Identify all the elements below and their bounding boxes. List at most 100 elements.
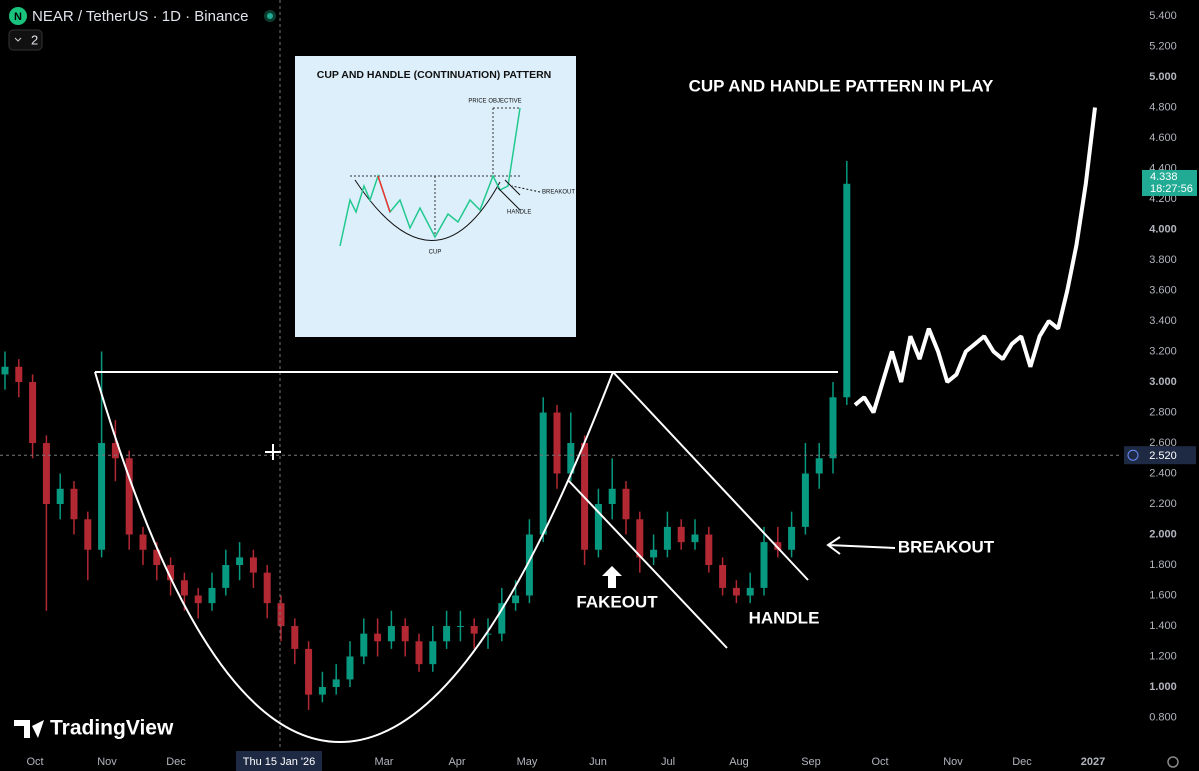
- candle-body: [153, 549, 161, 566]
- candle-body: [567, 443, 575, 474]
- handle-label: HANDLE: [749, 608, 820, 627]
- inset-breakout-label: BREAKOUT: [542, 190, 575, 196]
- candle-body: [291, 626, 299, 649]
- candle-body: [346, 656, 354, 680]
- candle-body: [125, 458, 133, 535]
- candle-body: [318, 687, 326, 695]
- badge-box[interactable]: [8, 29, 43, 51]
- candle-body: [15, 366, 23, 383]
- x-tick-label: Aug: [729, 756, 749, 768]
- y-tick-label: 1.200: [1149, 650, 1177, 662]
- symbol-title[interactable]: NEAR / TetherUS · 1D · Binance: [32, 8, 248, 25]
- inset-price-down: [377, 175, 391, 213]
- inset-cup-label: CUP: [429, 250, 442, 256]
- x-tick-label: Dec: [166, 756, 186, 768]
- x-tick-label: May: [517, 756, 538, 768]
- watermark-logo: [14, 720, 44, 738]
- y-tick-label: 2.600: [1149, 437, 1177, 449]
- candle-body: [443, 626, 451, 642]
- y-axis: 0.800 1.000 1.200 1.400 1.600 1.800 2.000 2.200…: [1124, 10, 1197, 723]
- candle-body: [815, 458, 823, 474]
- crosshair-price: 2.520: [1149, 450, 1177, 462]
- candle-body: [249, 557, 257, 573]
- y-tick-label: 1.800: [1149, 559, 1177, 571]
- candle-body: [498, 603, 506, 634]
- crosshair-price-box: [1124, 446, 1196, 465]
- candle-body: [691, 534, 699, 543]
- inset-cup: [354, 179, 501, 241]
- candle-body: [29, 382, 37, 444]
- candle-body: [70, 488, 78, 520]
- last-price: 4.338: [1150, 171, 1178, 183]
- handle-channel-bottom: [567, 479, 728, 649]
- candle-body: [594, 504, 602, 550]
- candle-body: [98, 443, 106, 550]
- candle-body: [180, 580, 188, 596]
- candle-body: [56, 488, 64, 505]
- candle-body: [111, 443, 119, 459]
- candle-body: [167, 565, 175, 581]
- candle-body: [705, 534, 713, 566]
- x-tick-label: Jul: [661, 756, 675, 768]
- candle-body: [484, 633, 492, 635]
- candle-body: [42, 443, 50, 505]
- candle-body: [222, 565, 230, 588]
- candle-body: [1, 366, 9, 375]
- cup-curve: [94, 371, 614, 744]
- candle-body: [539, 412, 547, 535]
- badge: 2: [31, 32, 38, 47]
- candle-body: [374, 633, 382, 642]
- y-tick-label: 1.400: [1149, 620, 1177, 632]
- x-tick-label: 2027: [1081, 756, 1105, 768]
- y-tick-label: 3.800: [1149, 254, 1177, 266]
- candle-body: [360, 633, 368, 657]
- candle-body: [788, 526, 796, 550]
- y-tick-label: 4.000: [1149, 223, 1177, 235]
- candle-body: [650, 549, 658, 558]
- y-tick-label: 5.200: [1149, 40, 1177, 52]
- fakeout-label: FAKEOUT: [576, 592, 658, 611]
- inset-price-up: [339, 107, 521, 247]
- handle-channel-top: [612, 371, 809, 581]
- candle-body: [236, 557, 244, 566]
- candle-body: [305, 648, 313, 695]
- y-tick-label: 4.800: [1149, 101, 1177, 113]
- headline: CUP AND HANDLE PATTERN IN PLAY: [689, 76, 994, 95]
- x-tick-label: Oct: [26, 756, 43, 768]
- x-axis: Oct Nov Dec Mar Apr May Jun Jul Aug Sep Oct Nov Dec 2…: [26, 756, 1105, 768]
- candle-body: [774, 542, 782, 550]
- candle-body: [677, 526, 685, 543]
- candle-body: [139, 534, 147, 550]
- y-tick-label: 5.400: [1149, 10, 1177, 22]
- candle-body: [387, 626, 395, 642]
- candle-body: [636, 519, 644, 558]
- candle-body: [401, 626, 409, 642]
- candle-body: [470, 626, 478, 634]
- candle-body: [332, 679, 340, 688]
- y-tick-label: 1.600: [1149, 589, 1177, 601]
- countdown: 18:27:56: [1150, 183, 1193, 195]
- candles: [1, 107, 1097, 710]
- x-tick-label: Nov: [97, 756, 117, 768]
- candle-body: [84, 519, 92, 550]
- breakout-arrow: [826, 536, 896, 555]
- badge-chevron: [14, 37, 22, 42]
- candle-body: [553, 412, 561, 474]
- watermark: TradingView: [50, 717, 174, 740]
- x-tick-label: Mar: [375, 756, 394, 768]
- crosshair-plus: [1127, 449, 1139, 461]
- candle-body: [429, 641, 437, 665]
- candle-body: [622, 488, 630, 520]
- settings-icon[interactable]: [1167, 756, 1179, 768]
- candle-body: [746, 587, 754, 596]
- candle-body: [663, 526, 671, 550]
- inset-breakout-pointer: [511, 185, 541, 193]
- logo-icon: [9, 7, 27, 25]
- candle-body: [277, 603, 285, 627]
- crosshair-date-box: [236, 751, 322, 771]
- breakout-label: BREAKOUT: [898, 537, 995, 556]
- inset-objective-label: PRICE OBJECTIVE: [468, 99, 521, 105]
- y-tick-label: 3.600: [1149, 284, 1177, 296]
- y-tick-label: 2.400: [1149, 467, 1177, 479]
